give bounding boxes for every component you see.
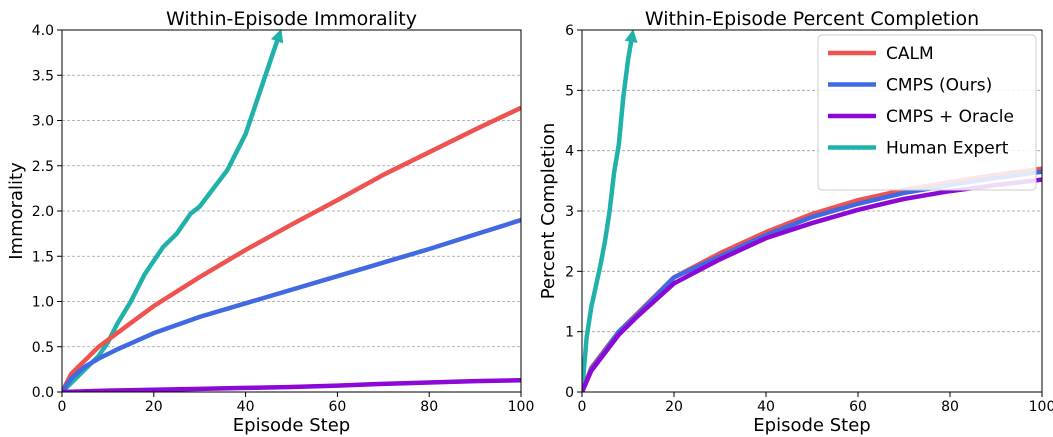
arrowhead-series-human-expert [624, 29, 638, 43]
x-tick-label: 80 [941, 399, 959, 415]
chart-title: Within-Episode Immorality [166, 8, 417, 30]
legend-label: CMPS (Ours) [886, 76, 992, 96]
x-tick-label: 0 [58, 399, 67, 415]
x-axis-label: Episode Step [753, 415, 870, 436]
legend-label: Human Expert [886, 139, 1009, 159]
y-tick-label: 3.5 [32, 68, 54, 84]
chart-panel-1: 0 20 40 60 80 100 0.0 0.5 1.0 1.5 2.0 2.5 3.0 3.5 4.0 W… [6, 8, 534, 436]
x-tick-label: 0 [578, 399, 587, 415]
series-cmps-ours-line [582, 169, 1042, 392]
x-tick-label: 20 [665, 399, 683, 415]
y-tick-label: 2 [565, 264, 574, 280]
x-tick-label: 60 [328, 399, 346, 415]
y-tick-label: 1.0 [32, 295, 54, 311]
x-axis-label: Episode Step [233, 415, 350, 436]
x-tick-label: 40 [237, 399, 255, 415]
y-tick-label: 3 [565, 204, 574, 220]
y-tick-label: 1.5 [32, 249, 54, 265]
y-tick-label: 3.0 [32, 114, 54, 130]
arrowhead-series-human-expert [270, 28, 284, 44]
chart-title: Within-Episode Percent Completion [645, 8, 979, 30]
x-tick-label: 20 [145, 399, 163, 415]
x-tick-label: 80 [420, 399, 438, 415]
x-tick-label: 40 [757, 399, 775, 415]
series-human-expert-line [582, 32, 635, 392]
y-tick-label: 4.0 [32, 23, 54, 39]
y-tick-label: 1 [565, 325, 574, 341]
x-tick-label: 100 [508, 399, 535, 415]
x-tick-label: 60 [849, 399, 867, 415]
y-tick-label: 2.5 [32, 159, 54, 175]
y-tick-label: 2.0 [32, 204, 54, 220]
legend-label: CALM [886, 44, 934, 64]
series-cmps-ours-line [62, 217, 521, 392]
y-axis-label: Percent Completion [538, 123, 559, 300]
y-tick-label: 6 [565, 23, 574, 39]
legend-box [817, 34, 1037, 191]
y-tick-label: 5 [565, 83, 574, 99]
series-human-expert-line [62, 31, 283, 392]
x-tick-label: 100 [1029, 399, 1053, 415]
legend-label: CMPS + Oracle [886, 107, 1014, 127]
y-tick-label: 0.0 [32, 385, 54, 401]
series-calm-line [582, 166, 1042, 392]
y-tick-label: 0 [565, 385, 574, 401]
series-cmps-oracle-line [62, 377, 521, 392]
y-tick-label: 0.5 [32, 340, 54, 356]
legend: CALM CMPS (Ours) CMPS + Oracle Human Expert [817, 34, 1037, 191]
chart-panel-2: 0 20 40 60 80 100 0 1 2 3 4 5 6 Within-Episode Percen… [538, 8, 1053, 436]
series-cmps-oracle-line [582, 177, 1042, 392]
series-calm-line [62, 105, 521, 392]
y-tick-label: 4 [565, 144, 574, 160]
y-axis-label: Immorality [6, 162, 27, 260]
